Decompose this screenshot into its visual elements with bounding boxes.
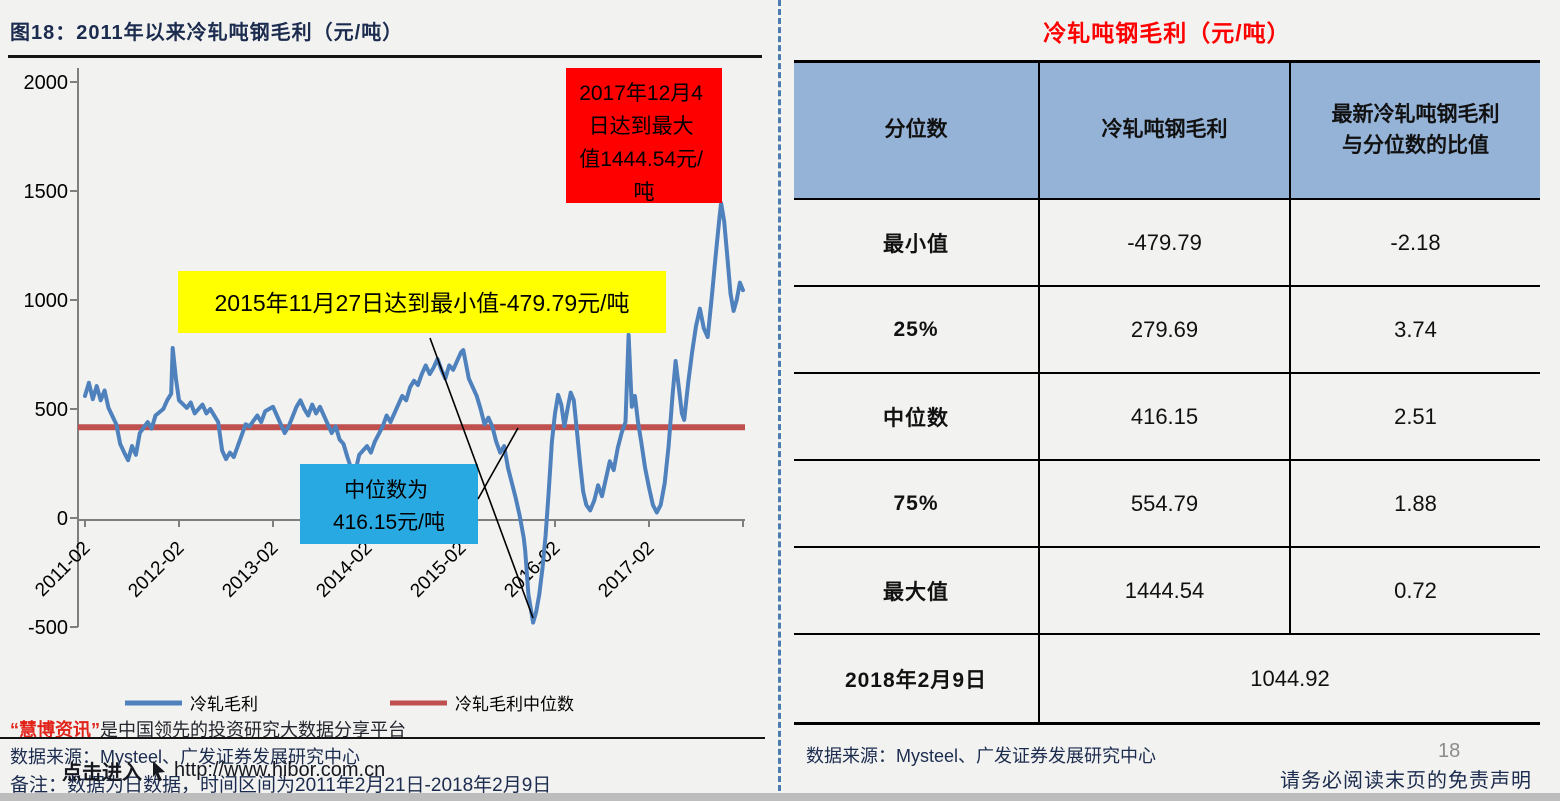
callout-line-median bbox=[477, 427, 519, 500]
quantile-table: 分位数 冷轧吨钢毛利 最新冷轧吨钢毛利 与分位数的比值 最小值 -479.79 -… bbox=[794, 60, 1540, 725]
page-number: 18 bbox=[1438, 740, 1461, 762]
annotation-max: 2017年12月4 日达到最大 值1444.54元/ 吨 bbox=[566, 68, 722, 204]
table-row-label: 最小值 bbox=[794, 200, 1040, 287]
table-row-value: -479.79 bbox=[1040, 200, 1291, 287]
x-tick-2015: 2015-02 bbox=[406, 538, 470, 602]
table-row-ratio: 0.72 bbox=[1291, 548, 1540, 635]
table-row-ratio: -2.18 bbox=[1291, 200, 1540, 287]
table-row-value: 1444.54 bbox=[1040, 548, 1291, 635]
y-tick-0: 0 bbox=[57, 508, 68, 530]
y-tick-1000: 1000 bbox=[24, 290, 69, 312]
legend-label-median: 冷轧毛利中位数 bbox=[455, 695, 574, 714]
y-tick-neg500: -500 bbox=[28, 617, 68, 639]
x-tick-2016: 2016-02 bbox=[500, 538, 564, 602]
table-row-label: 75% bbox=[794, 461, 1040, 548]
gross-margin-line bbox=[83, 201, 745, 625]
annotation-median: 中位数为 416.15元/吨 bbox=[300, 464, 478, 544]
table-row-label: 中位数 bbox=[794, 374, 1040, 461]
bottom-bar bbox=[0, 793, 1560, 801]
table-latest-value: 1044.92 bbox=[1250, 665, 1330, 691]
table-row-value: 416.15 bbox=[1040, 374, 1291, 461]
hibor-link-overlay[interactable]: 点击进入 http://www.hibor.com.cn bbox=[62, 756, 385, 785]
caption-divider-line bbox=[8, 55, 762, 58]
y-axis-ticks bbox=[70, 81, 78, 628]
table-header-quantile: 分位数 bbox=[794, 63, 1040, 200]
table-row-ratio: 1.88 bbox=[1291, 461, 1540, 548]
table-header-ratio: 最新冷轧吨钢毛利 与分位数的比值 bbox=[1291, 63, 1540, 200]
svg-text:中位数为 416.15元/吨: 中位数为 416.15元/吨 bbox=[333, 479, 445, 534]
hibor-link-action[interactable]: 点击进入 bbox=[62, 762, 142, 784]
hibor-brand: “慧博资讯” bbox=[10, 720, 100, 740]
panel-divider bbox=[778, 0, 781, 791]
figure-bottom-line bbox=[0, 737, 765, 739]
table-latest-label: 2018年2月9日 bbox=[794, 635, 1040, 722]
gross-margin-chart: 2000 1500 1000 500 0 -500 2011-02 2012-0… bbox=[24, 68, 745, 714]
annotation-min: 2015年11月27日达到最小值-479.79元/吨 bbox=[178, 271, 666, 333]
table-row-label: 最大值 bbox=[794, 548, 1040, 635]
chart-legend: 冷轧毛利 冷轧毛利中位数 bbox=[125, 695, 574, 714]
figure-caption: 图18：2011年以来冷轧吨钢毛利（元/吨） bbox=[10, 22, 404, 44]
svg-text:2017年12月4 日达到最大 值1: 2017年12月4 日达到最大 值1444.54元/ 吨 bbox=[579, 82, 709, 204]
y-tick-1500: 1500 bbox=[24, 181, 69, 203]
cursor-icon bbox=[153, 760, 165, 781]
hibor-url-link[interactable]: http://www.hibor.com.cn bbox=[174, 759, 386, 781]
table-row-value: 279.69 bbox=[1040, 287, 1291, 374]
y-tick-500: 500 bbox=[35, 399, 68, 421]
callout-line-min bbox=[429, 337, 534, 619]
table-header-margin: 冷轧吨钢毛利 bbox=[1040, 63, 1291, 200]
table-row-ratio: 2.51 bbox=[1291, 374, 1540, 461]
table-source: 数据来源：Mysteel、广发证券发展研究中心 bbox=[806, 746, 1157, 766]
table-row-ratio: 3.74 bbox=[1291, 287, 1540, 374]
x-tick-2014: 2014-02 bbox=[312, 538, 376, 602]
table-row-label: 25% bbox=[794, 287, 1040, 374]
svg-text:2015年11月27日达到最小值-479.79元/吨: 2015年11月27日达到最小值-479.79元/吨 bbox=[214, 290, 629, 316]
x-tick-2011: 2011-02 bbox=[31, 538, 94, 601]
table-row-value: 554.79 bbox=[1040, 461, 1291, 548]
hibor-tagline: “慧博资讯”是中国领先的投资研究大数据分享平台 bbox=[10, 720, 406, 740]
figure-source: 数据来源：Mysteel、广发证券发展研究中心 bbox=[10, 747, 361, 767]
figure-note: 备注：数据为日数据，时间区间为2011年2月21日-2018年2月9日 bbox=[10, 775, 552, 796]
y-tick-2000: 2000 bbox=[24, 72, 69, 94]
table-title: 冷轧吨钢毛利（元/吨） bbox=[1043, 20, 1291, 46]
legend-label-line: 冷轧毛利 bbox=[190, 695, 258, 714]
disclaimer-text: 请务必阅读末页的免责声明 bbox=[1280, 770, 1532, 792]
x-tick-2013: 2013-02 bbox=[218, 538, 282, 602]
x-tick-2017: 2017-02 bbox=[594, 538, 658, 602]
x-tick-2012: 2012-02 bbox=[124, 538, 188, 602]
